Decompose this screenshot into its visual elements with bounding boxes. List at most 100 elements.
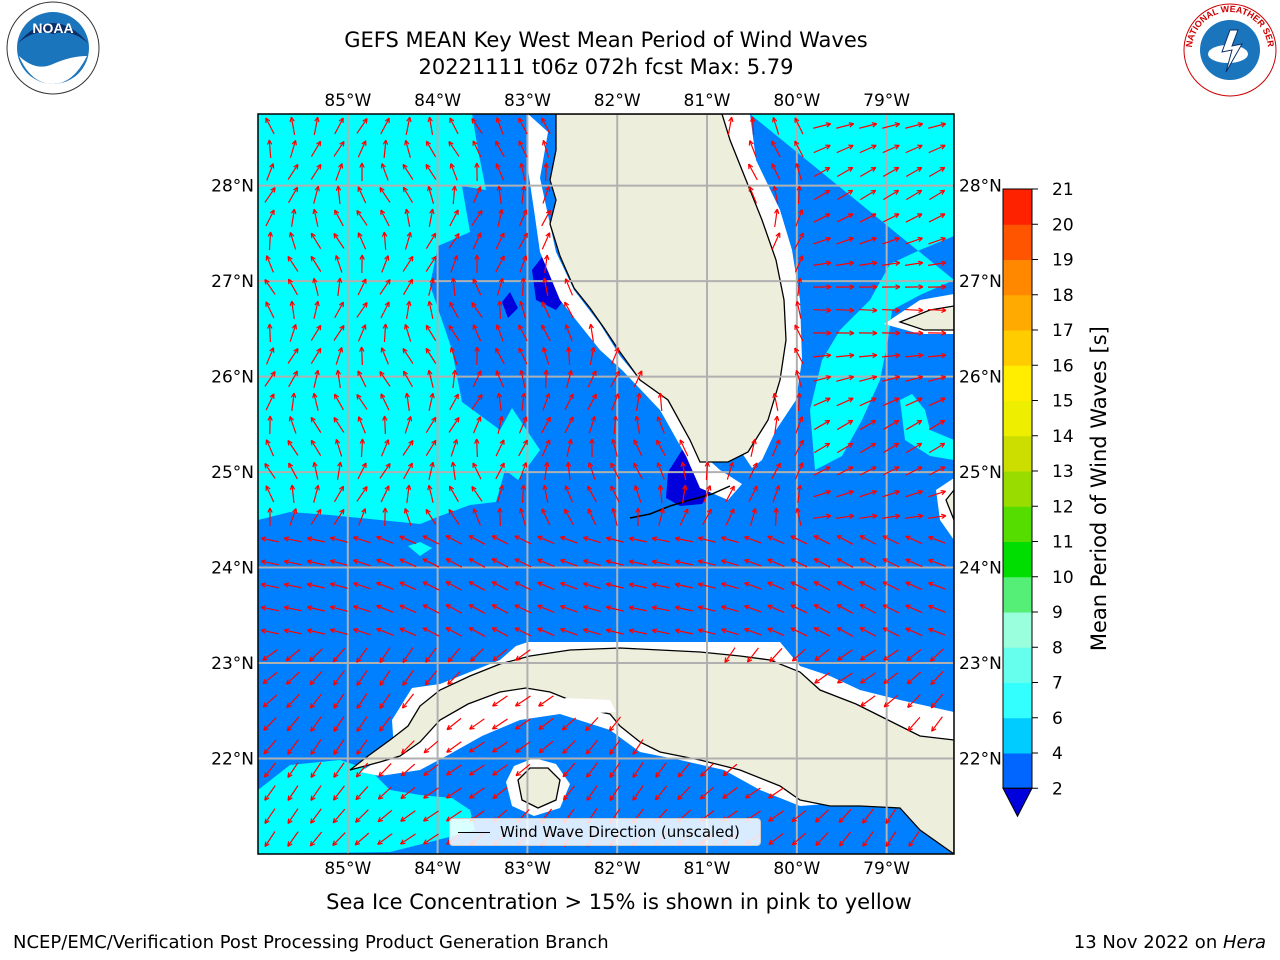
- wave-direction-arrow: [472, 324, 482, 342]
- wave-direction-arrow: [769, 647, 783, 663]
- wave-direction-arrow: [401, 693, 414, 709]
- wave-direction-arrow: [424, 670, 438, 686]
- wave-direction-arrow: [720, 605, 739, 613]
- wave-direction-arrow: [703, 485, 712, 503]
- wave-direction-arrow: [813, 627, 831, 637]
- colorbar-tick-label: 16: [1052, 356, 1074, 376]
- wave-direction-arrow: [905, 213, 923, 223]
- wave-direction-arrow: [260, 628, 279, 635]
- wave-direction-arrow: [336, 277, 343, 297]
- wave-direction-arrow: [379, 647, 391, 663]
- wave-direction-arrow: [905, 581, 923, 591]
- wave-direction-arrow: [838, 831, 852, 847]
- wave-direction-arrow: [657, 392, 664, 412]
- wave-direction-arrow: [357, 324, 367, 342]
- wave-direction-arrow: [928, 535, 946, 544]
- wave-direction-arrow: [491, 581, 509, 591]
- wave-direction-arrow: [495, 347, 505, 365]
- wave-direction-arrow: [541, 324, 551, 342]
- wave-direction-arrow: [790, 535, 808, 545]
- colorbar-segment: [1003, 400, 1032, 437]
- wave-direction-arrow: [376, 604, 394, 613]
- y-tick-label-left: 27°N: [211, 272, 254, 292]
- wave-direction-arrow: [633, 370, 643, 388]
- wave-direction-arrow: [402, 163, 414, 180]
- legend-line-swatch: [458, 831, 490, 833]
- wave-direction-arrow: [333, 739, 345, 756]
- wave-direction-arrow: [447, 671, 461, 686]
- wave-direction-arrow: [541, 209, 551, 227]
- legend-label: Wind Wave Direction (unscaled): [500, 823, 740, 841]
- wave-direction-arrow: [285, 671, 300, 685]
- wave-direction-arrow: [399, 558, 417, 568]
- wave-direction-arrow: [287, 808, 299, 824]
- wave-direction-arrow: [885, 808, 897, 824]
- wave-direction-arrow: [928, 144, 946, 154]
- wave-direction-arrow: [468, 604, 486, 614]
- wave-direction-arrow: [379, 279, 391, 295]
- nws-logo: NATIONAL WEATHER SERVICE: [1178, 0, 1277, 97]
- wave-direction-arrow: [334, 209, 344, 227]
- wave-direction-arrow: [329, 559, 348, 566]
- wave-direction-arrow: [586, 785, 598, 801]
- wave-direction-arrow: [748, 462, 758, 480]
- wave-direction-arrow: [520, 185, 527, 205]
- wave-direction-arrow: [332, 670, 345, 686]
- wave-direction-arrow: [565, 461, 572, 481]
- wave-direction-arrow: [283, 582, 302, 589]
- wave-direction-arrow: [354, 832, 370, 846]
- wave-direction-arrow: [700, 763, 714, 777]
- colorbar-tick-label: 10: [1052, 568, 1074, 588]
- wave-direction-arrow: [334, 301, 344, 319]
- wave-direction-arrow: [582, 605, 601, 613]
- wave-direction-arrow: [836, 122, 855, 129]
- wave-direction-arrow: [744, 535, 762, 544]
- wave-direction-arrow: [329, 582, 348, 589]
- wave-direction-arrow: [885, 831, 897, 848]
- wave-direction-arrow: [905, 144, 923, 154]
- wave-direction-arrow: [859, 260, 878, 266]
- wave-direction-arrow: [835, 307, 855, 313]
- wave-direction-arrow: [260, 559, 279, 566]
- colorbar-tick-label: 9: [1052, 603, 1063, 623]
- x-tick-label-bottom: 82°W: [594, 859, 641, 879]
- x-tick-label-bottom: 81°W: [684, 859, 731, 879]
- wave-direction-arrow: [335, 369, 342, 388]
- wave-direction-arrow: [702, 508, 712, 526]
- wave-direction-arrow: [449, 117, 459, 135]
- wave-direction-arrow: [329, 628, 348, 635]
- wave-direction-arrow: [260, 582, 279, 589]
- wave-direction-arrow: [882, 604, 900, 614]
- wave-direction-arrow: [795, 507, 802, 526]
- wave-direction-arrow: [472, 370, 482, 388]
- colorbar-segment: [1003, 506, 1032, 542]
- wave-direction-arrow: [772, 116, 780, 135]
- wave-direction-arrow: [859, 627, 877, 637]
- land-bahamas: [898, 305, 954, 331]
- wave-direction-arrow: [610, 462, 620, 480]
- wave-direction-arrow: [520, 484, 526, 504]
- wave-direction-arrow: [264, 463, 276, 479]
- wave-direction-arrow: [356, 486, 368, 502]
- wave-direction-arrow: [928, 122, 947, 129]
- wave-direction-arrow: [399, 627, 417, 637]
- wave-direction-arrow: [450, 255, 459, 273]
- wave-direction-arrow: [334, 117, 344, 135]
- wave-direction-arrow: [905, 166, 923, 178]
- wave-direction-arrow: [333, 508, 345, 525]
- wave-direction-arrow: [771, 439, 781, 457]
- wave-direction-arrow: [562, 785, 575, 801]
- wave-direction-arrow: [267, 323, 273, 343]
- wave-direction-arrow: [492, 741, 508, 753]
- wave-direction-arrow: [492, 786, 508, 800]
- wave-direction-arrow: [564, 508, 574, 526]
- wave-direction-arrow: [813, 558, 831, 568]
- wave-direction-arrow: [423, 787, 439, 799]
- wave-direction-arrow: [859, 189, 877, 201]
- wave-direction-arrow: [359, 438, 365, 458]
- wave-direction-arrow: [836, 581, 854, 591]
- wave-direction-arrow: [405, 484, 412, 504]
- wave-direction-arrow: [471, 210, 483, 226]
- wave-direction-arrow: [836, 489, 854, 498]
- wave-direction-arrow: [427, 369, 434, 388]
